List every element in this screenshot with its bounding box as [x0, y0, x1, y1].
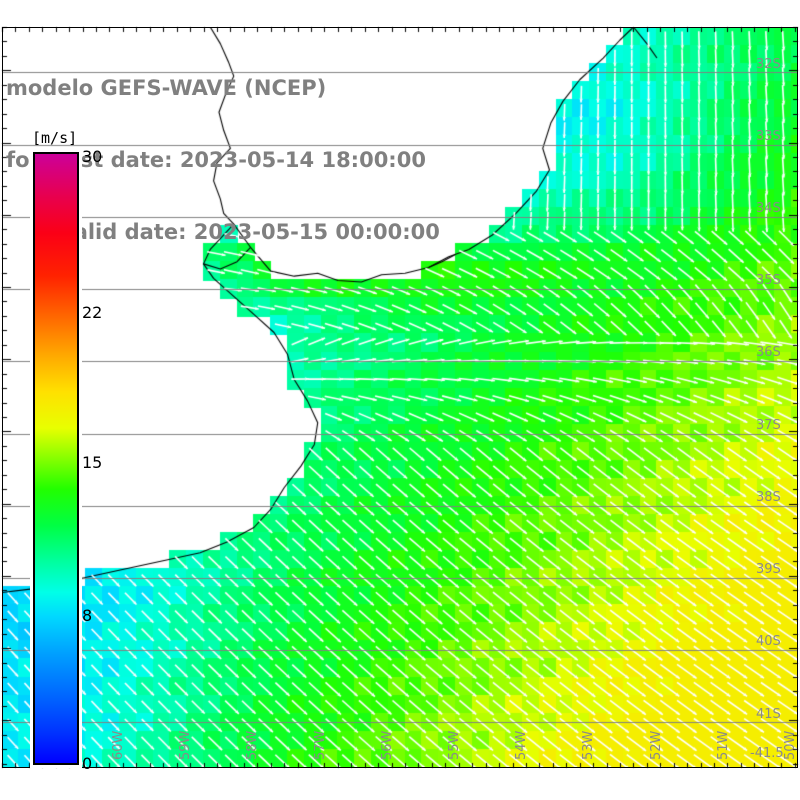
colorbar-tick-8: 8	[82, 606, 93, 625]
colorbar[interactable]	[30, 149, 82, 768]
colorbar-tick-0: 0	[82, 754, 93, 773]
colorbar-unit-label: [m/s]	[32, 129, 78, 147]
colorbar-gradient	[33, 152, 79, 765]
colorbar-tick-22: 22	[82, 303, 103, 322]
colorbar-tick-15: 15	[82, 453, 103, 472]
colorbar-tick-30: 30	[82, 147, 103, 166]
colorbar-outline	[30, 149, 82, 768]
